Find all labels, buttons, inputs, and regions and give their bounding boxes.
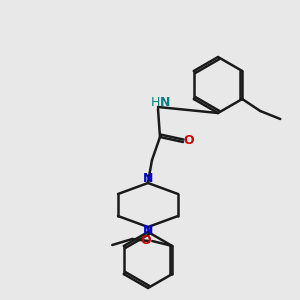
Text: H: H — [150, 95, 160, 109]
Text: N: N — [143, 224, 153, 238]
Text: N: N — [143, 172, 153, 185]
Text: O: O — [184, 134, 194, 146]
Text: O: O — [140, 233, 151, 247]
Text: N: N — [160, 95, 170, 109]
